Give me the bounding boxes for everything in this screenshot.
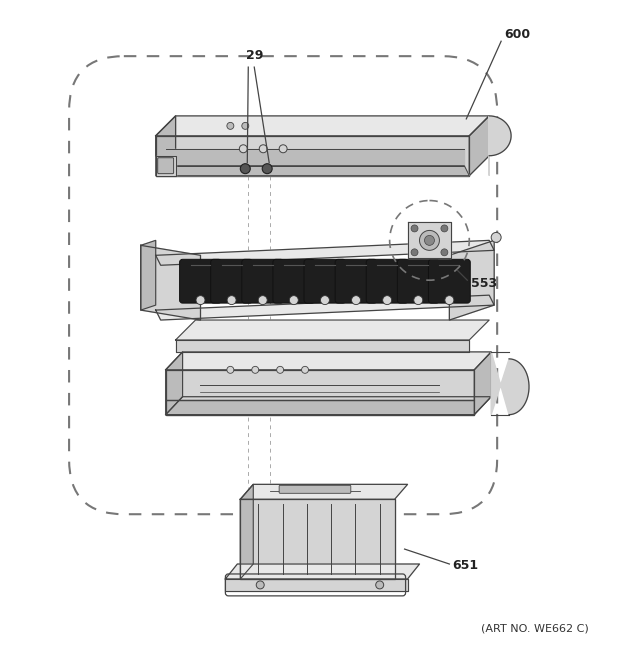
Polygon shape: [175, 340, 469, 352]
Circle shape: [241, 164, 250, 174]
FancyBboxPatch shape: [366, 259, 408, 303]
Circle shape: [321, 296, 329, 305]
FancyBboxPatch shape: [428, 259, 471, 303]
Circle shape: [277, 366, 283, 374]
Circle shape: [259, 145, 267, 152]
Polygon shape: [156, 295, 494, 320]
Circle shape: [242, 122, 249, 129]
FancyBboxPatch shape: [335, 259, 377, 303]
Polygon shape: [474, 352, 491, 414]
Circle shape: [252, 366, 259, 374]
Polygon shape: [156, 136, 469, 176]
Circle shape: [227, 366, 234, 374]
Text: 29: 29: [246, 49, 264, 62]
Circle shape: [414, 296, 423, 305]
Circle shape: [239, 145, 247, 152]
Polygon shape: [156, 240, 494, 265]
Circle shape: [441, 249, 448, 256]
Polygon shape: [491, 352, 529, 414]
Polygon shape: [166, 370, 474, 400]
Circle shape: [383, 296, 392, 305]
Text: 651: 651: [453, 559, 479, 572]
Polygon shape: [166, 352, 491, 370]
Polygon shape: [241, 484, 253, 579]
Circle shape: [290, 296, 298, 305]
Polygon shape: [469, 116, 489, 176]
Text: (ART NO. WE662 C): (ART NO. WE662 C): [481, 624, 589, 634]
Circle shape: [441, 225, 448, 232]
Circle shape: [259, 296, 267, 305]
Circle shape: [420, 230, 440, 250]
Circle shape: [445, 296, 454, 305]
Polygon shape: [489, 116, 511, 176]
Text: eReplacementParts.com: eReplacementParts.com: [225, 333, 395, 347]
FancyBboxPatch shape: [304, 259, 346, 303]
Circle shape: [376, 581, 384, 589]
Circle shape: [256, 581, 264, 589]
Polygon shape: [166, 352, 182, 414]
Polygon shape: [166, 400, 474, 414]
FancyBboxPatch shape: [397, 259, 439, 303]
Circle shape: [262, 164, 272, 174]
Circle shape: [491, 232, 501, 242]
FancyBboxPatch shape: [180, 259, 221, 303]
FancyBboxPatch shape: [211, 259, 252, 303]
Circle shape: [279, 145, 287, 152]
Circle shape: [352, 296, 360, 305]
Text: 600: 600: [504, 28, 530, 41]
Polygon shape: [407, 222, 451, 258]
Polygon shape: [141, 240, 156, 310]
Polygon shape: [241, 484, 407, 499]
FancyBboxPatch shape: [157, 158, 174, 174]
Circle shape: [425, 236, 435, 246]
Polygon shape: [166, 166, 469, 176]
Circle shape: [227, 122, 234, 129]
FancyBboxPatch shape: [273, 259, 315, 303]
Circle shape: [227, 296, 236, 305]
Circle shape: [196, 296, 205, 305]
Polygon shape: [156, 156, 175, 176]
Polygon shape: [241, 499, 394, 579]
Polygon shape: [166, 148, 464, 166]
Polygon shape: [175, 320, 489, 340]
FancyBboxPatch shape: [242, 259, 283, 303]
Polygon shape: [450, 240, 494, 320]
Text: 553: 553: [471, 277, 497, 290]
Polygon shape: [226, 564, 420, 579]
FancyBboxPatch shape: [279, 485, 351, 493]
Circle shape: [411, 249, 418, 256]
Polygon shape: [226, 579, 407, 591]
Polygon shape: [166, 397, 491, 414]
Polygon shape: [141, 246, 200, 320]
Polygon shape: [156, 116, 489, 136]
Polygon shape: [156, 116, 175, 176]
Circle shape: [411, 225, 418, 232]
Circle shape: [301, 366, 309, 374]
